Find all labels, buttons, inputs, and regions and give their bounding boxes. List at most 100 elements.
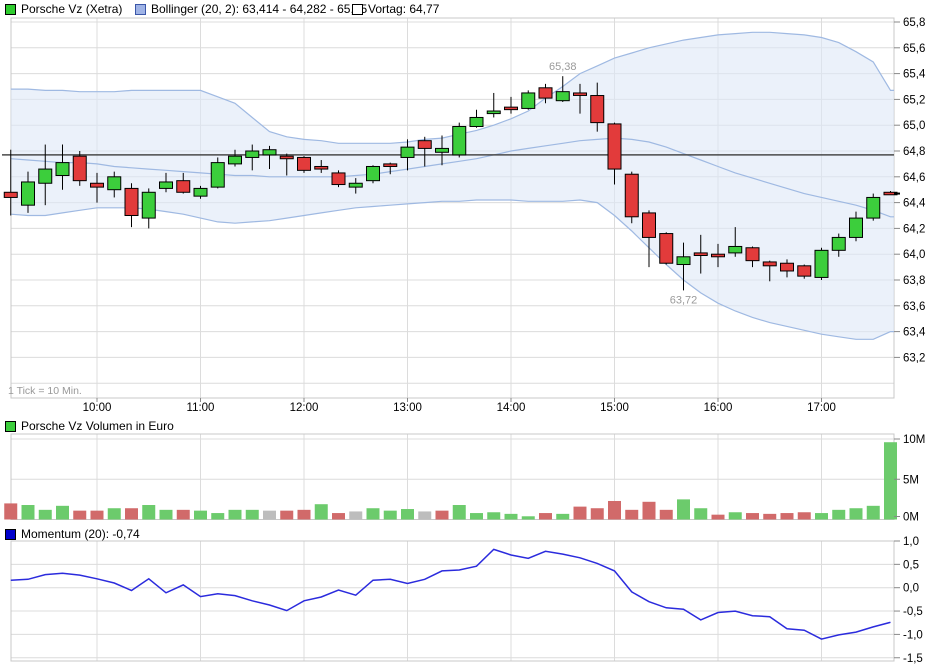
momentum-grid — [11, 541, 894, 661]
volume-bar — [73, 510, 87, 520]
candle-body-down — [797, 265, 812, 277]
candle — [435, 135, 449, 166]
volume-bar — [832, 509, 846, 520]
candle-body-down — [72, 155, 87, 182]
candle-body-down — [3, 191, 18, 198]
volume-bar — [56, 505, 69, 520]
price-panel: 65,38 63,72 — [2, 17, 898, 399]
tick-interval-note: 1 Tick = 10 Min. — [8, 385, 82, 397]
legend-item-previous-close: Vortag: 64,77 — [352, 2, 439, 16]
volume-bar — [107, 508, 121, 520]
price-axis-label: 63,8 — [903, 275, 925, 287]
volume-bar — [245, 509, 259, 520]
candle — [348, 178, 363, 194]
candle — [521, 90, 536, 110]
volume-bar — [728, 512, 742, 520]
candle — [814, 247, 829, 280]
volume-bar — [263, 510, 276, 520]
volume-bar — [38, 509, 52, 520]
legend-item-momentum: Momentum (20): -0,74 — [5, 527, 140, 541]
candle — [331, 170, 346, 188]
candle — [624, 171, 639, 224]
momentum-panel-border — [10, 540, 895, 662]
previous-close-swatch-icon — [352, 3, 363, 15]
candle — [607, 122, 622, 185]
candle-body-up — [728, 245, 743, 254]
volume-bar — [194, 510, 207, 520]
candle — [262, 145, 277, 170]
candle — [228, 149, 242, 167]
candle — [366, 165, 380, 184]
candle-body-up — [676, 256, 691, 266]
volume-axis-label: 0M — [903, 512, 919, 524]
candle-body-up — [452, 125, 467, 156]
candle-body-up — [469, 116, 484, 127]
candle-body-up — [228, 155, 242, 165]
time-axis-label: 10:00 — [83, 402, 112, 414]
volume-bar — [711, 514, 725, 520]
price-axis-label: 65,4 — [903, 69, 926, 81]
candle — [38, 144, 53, 206]
momentum-swatch-icon — [5, 528, 16, 540]
instrument-label: Porsche Vz (Xetra) — [21, 2, 123, 16]
volume-bar — [314, 504, 328, 520]
volume-bar — [4, 503, 18, 520]
candle — [555, 76, 570, 102]
bollinger-swatch-icon — [135, 3, 146, 15]
price-axis-label: 63,4 — [903, 327, 926, 339]
price-axis-label: 64,8 — [903, 146, 925, 158]
candle-body-up — [400, 146, 415, 158]
volume-bar — [176, 509, 190, 520]
bollinger-middle-line — [10, 137, 894, 218]
candle-body-down — [624, 173, 639, 218]
momentum-axis-label: -1,0 — [903, 629, 923, 641]
volume-bar — [866, 505, 880, 520]
volume-bar — [677, 499, 690, 520]
candle — [90, 172, 104, 203]
candle — [107, 171, 122, 198]
candle — [797, 264, 812, 279]
candle-body-up — [38, 168, 53, 184]
volume-label: Porsche Vz Volumen in Euro — [21, 419, 174, 433]
candle — [245, 144, 260, 171]
price-annotation: 65,38 — [549, 61, 577, 73]
time-axis: 10:00 11:00 12:00 13:00 14:00 15:00 16:00 17:00… — [8, 385, 836, 414]
volume-bar — [297, 509, 311, 520]
candle — [176, 172, 191, 194]
candle — [72, 151, 87, 186]
time-axis-label: 14:00 — [497, 402, 526, 414]
candle — [193, 185, 208, 199]
price-axis-label: 63,6 — [903, 301, 925, 313]
legend-item-instrument: Porsche Vz (Xetra) — [5, 2, 122, 16]
volume-bar — [435, 510, 449, 520]
instrument-swatch-icon — [5, 3, 16, 15]
candle — [866, 193, 881, 221]
candle — [676, 242, 691, 291]
volume-bar — [780, 513, 794, 520]
candle — [573, 83, 587, 114]
candle-body-down — [297, 156, 311, 171]
candle-body-down — [693, 252, 708, 256]
candle-body-up — [262, 149, 277, 156]
volume-bar — [849, 508, 863, 520]
momentum-axis-label: 1,0 — [903, 536, 919, 548]
candle — [659, 232, 674, 265]
candle-body-up — [831, 236, 846, 251]
legend-item-bollinger: Bollinger (20, 2): 63,414 - 64,282 - 65,… — [135, 2, 367, 16]
time-axis-label: 13:00 — [393, 402, 422, 414]
time-axis-label: 11:00 — [187, 402, 215, 414]
candle-body-down — [745, 247, 760, 262]
candle — [504, 96, 518, 114]
candle-body-down — [590, 95, 605, 124]
volume-bar — [418, 511, 432, 520]
volume-bar — [487, 512, 501, 520]
volume-bar — [452, 505, 466, 520]
candle — [159, 172, 173, 193]
candle-body-up — [849, 217, 863, 238]
candle-body-up — [210, 162, 225, 188]
candle — [642, 210, 656, 268]
volume-bar — [332, 513, 345, 520]
volume-bar — [401, 509, 414, 520]
price-axis: 65,8 65,6 65,4 65,2 65,0 64,8 64,6 64,4 64,2 64,0… — [894, 17, 926, 364]
